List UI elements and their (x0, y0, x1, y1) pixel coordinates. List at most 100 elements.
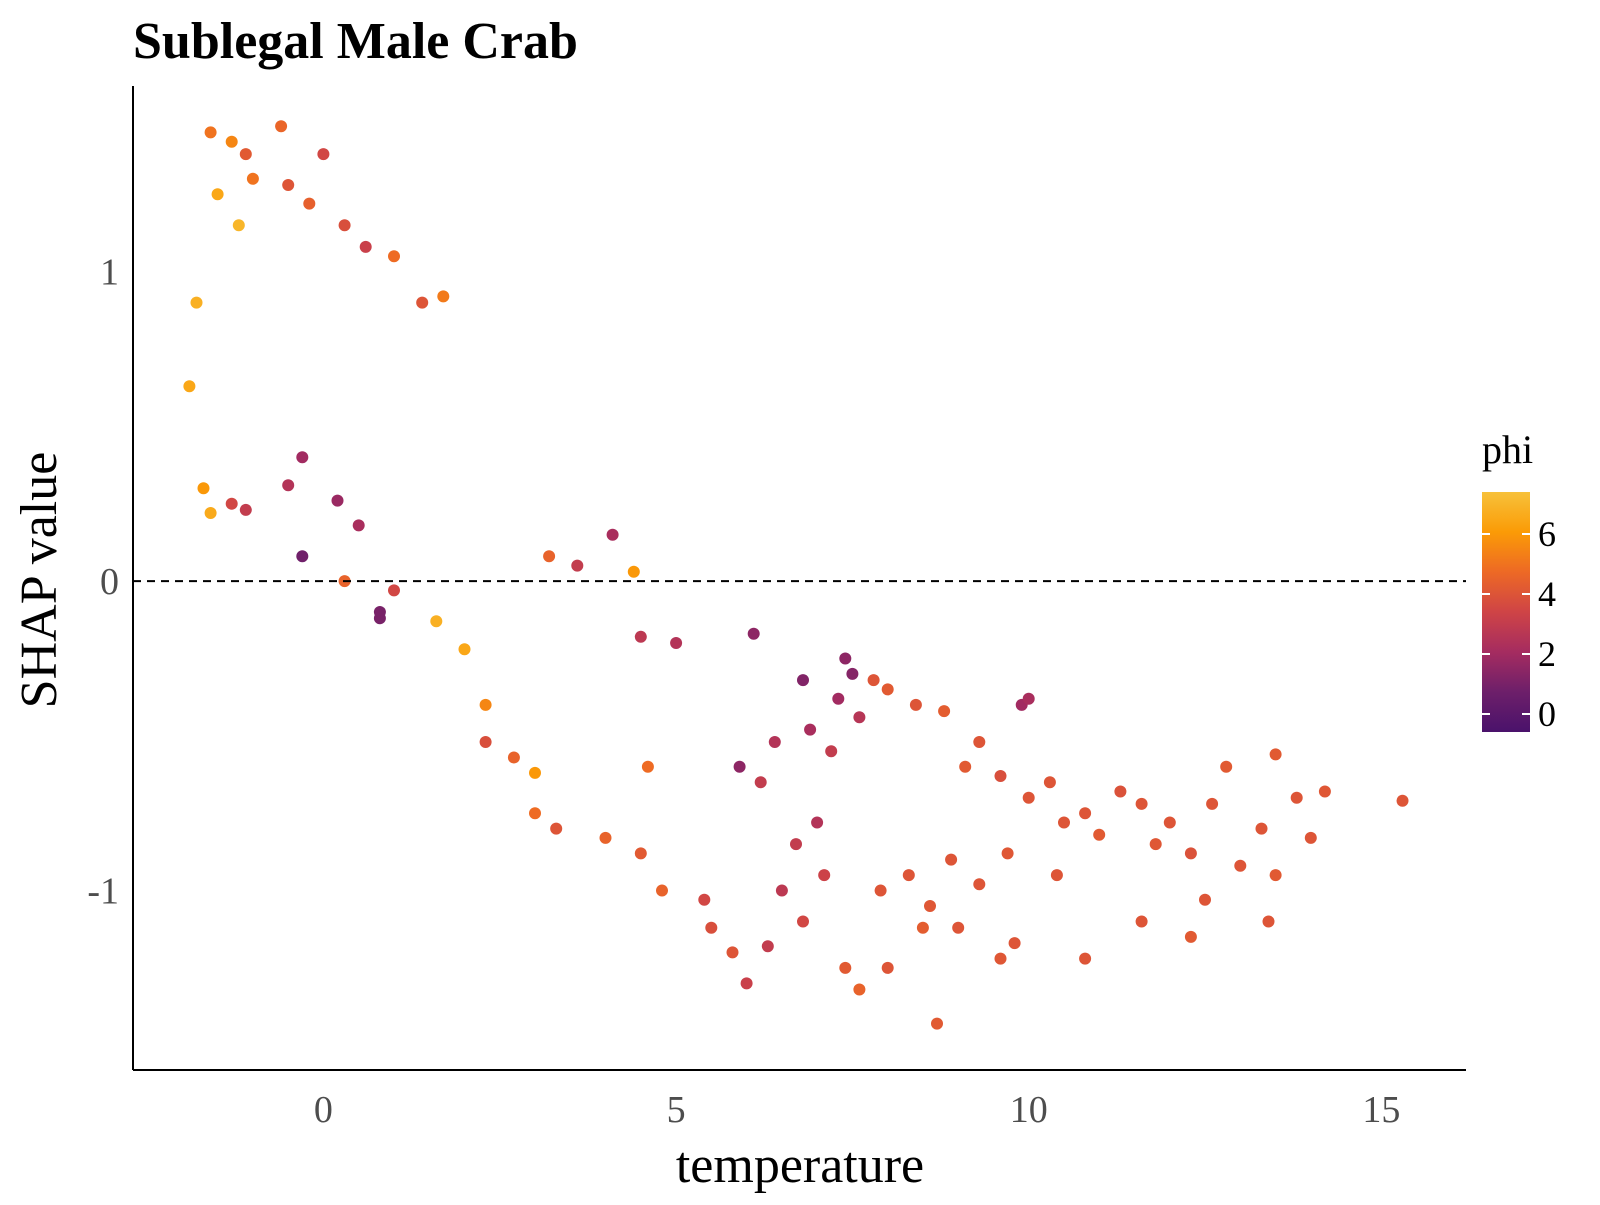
data-point (606, 528, 619, 541)
data-point (1043, 776, 1056, 789)
data-point (797, 915, 809, 928)
data-point (1163, 816, 1176, 829)
data-point (296, 550, 309, 563)
data-point (747, 627, 760, 640)
data-point (479, 698, 492, 711)
data-point (853, 711, 866, 724)
data-point (1396, 794, 1409, 807)
data-point (811, 816, 824, 829)
data-point (338, 219, 351, 232)
data-point (211, 188, 224, 201)
data-point (670, 637, 683, 649)
data-point (909, 698, 922, 711)
data-point (867, 674, 880, 687)
legend-tick-label: 6 (1538, 514, 1556, 554)
data-point (303, 197, 316, 210)
data-point (881, 961, 894, 974)
data-point (479, 736, 492, 748)
data-point (726, 946, 739, 959)
data-point (973, 736, 986, 748)
data-point (1304, 831, 1317, 844)
data-point (804, 723, 817, 736)
x-axis-title: temperature (676, 1137, 924, 1194)
data-point (296, 451, 309, 464)
data-point (1269, 748, 1282, 761)
data-point (1079, 807, 1092, 820)
data-point (239, 503, 252, 516)
data-point (543, 550, 556, 563)
points-layer (183, 120, 1409, 1030)
data-point (246, 172, 259, 185)
data-point (874, 884, 887, 897)
data-point (352, 519, 365, 532)
legend-tick-label: 2 (1538, 634, 1556, 674)
data-point (1262, 915, 1275, 928)
data-point (790, 838, 802, 851)
data-point (641, 760, 654, 773)
data-point (832, 692, 845, 705)
x-tick-label: 15 (1362, 1089, 1400, 1131)
data-point (388, 584, 400, 597)
data-point (1206, 797, 1219, 810)
legend-ticks: 6 4 2 0 (1482, 514, 1556, 734)
data-point (705, 921, 718, 934)
data-point (232, 219, 245, 232)
data-point (239, 148, 252, 161)
x-tick-label: 5 (667, 1089, 686, 1131)
data-point (1234, 859, 1247, 872)
data-point (818, 869, 831, 882)
x-tick-label: 0 (314, 1089, 333, 1131)
data-point (1290, 791, 1303, 804)
data-point (225, 135, 238, 148)
data-point (761, 940, 774, 953)
data-point (550, 822, 563, 835)
chart-title: Sublegal Male Crab (133, 13, 578, 70)
data-point (1135, 797, 1148, 810)
data-point (846, 667, 859, 680)
data-point (902, 869, 915, 882)
data-point (225, 497, 238, 510)
data-point (931, 1017, 943, 1030)
data-point (331, 494, 344, 507)
data-point (924, 900, 936, 912)
data-point (797, 674, 809, 687)
data-point (825, 745, 838, 758)
data-point (282, 479, 295, 492)
data-point (733, 760, 746, 773)
data-point (1008, 937, 1021, 950)
data-point (529, 807, 541, 820)
data-point (571, 559, 584, 572)
data-point (938, 705, 951, 718)
data-point (916, 921, 929, 934)
data-point (945, 853, 958, 866)
legend-title: phi (1482, 427, 1533, 472)
color-legend: phi 6 4 2 0 (1482, 427, 1556, 734)
data-point (1079, 952, 1092, 965)
data-point (1220, 760, 1233, 773)
legend-tick-label: 0 (1538, 694, 1556, 734)
data-point (839, 652, 852, 665)
data-point (1058, 816, 1070, 829)
data-point (1199, 893, 1211, 906)
data-point (599, 831, 612, 844)
data-point (768, 736, 781, 748)
legend-colorbar (1482, 492, 1530, 732)
data-point (839, 961, 852, 974)
x-axis-ticks: 0 5 10 15 (314, 1089, 1400, 1131)
data-point (754, 776, 767, 789)
data-point (359, 240, 372, 253)
y-tick-label: 1 (100, 252, 119, 294)
data-point (1022, 791, 1035, 804)
data-point (881, 683, 894, 696)
data-point (1269, 869, 1282, 882)
data-point (775, 884, 788, 897)
data-point (1093, 828, 1106, 841)
data-point (317, 148, 330, 161)
data-point (1184, 930, 1197, 943)
data-point (1318, 785, 1331, 798)
data-point (740, 977, 753, 990)
data-point (275, 120, 288, 133)
data-point (388, 250, 400, 263)
